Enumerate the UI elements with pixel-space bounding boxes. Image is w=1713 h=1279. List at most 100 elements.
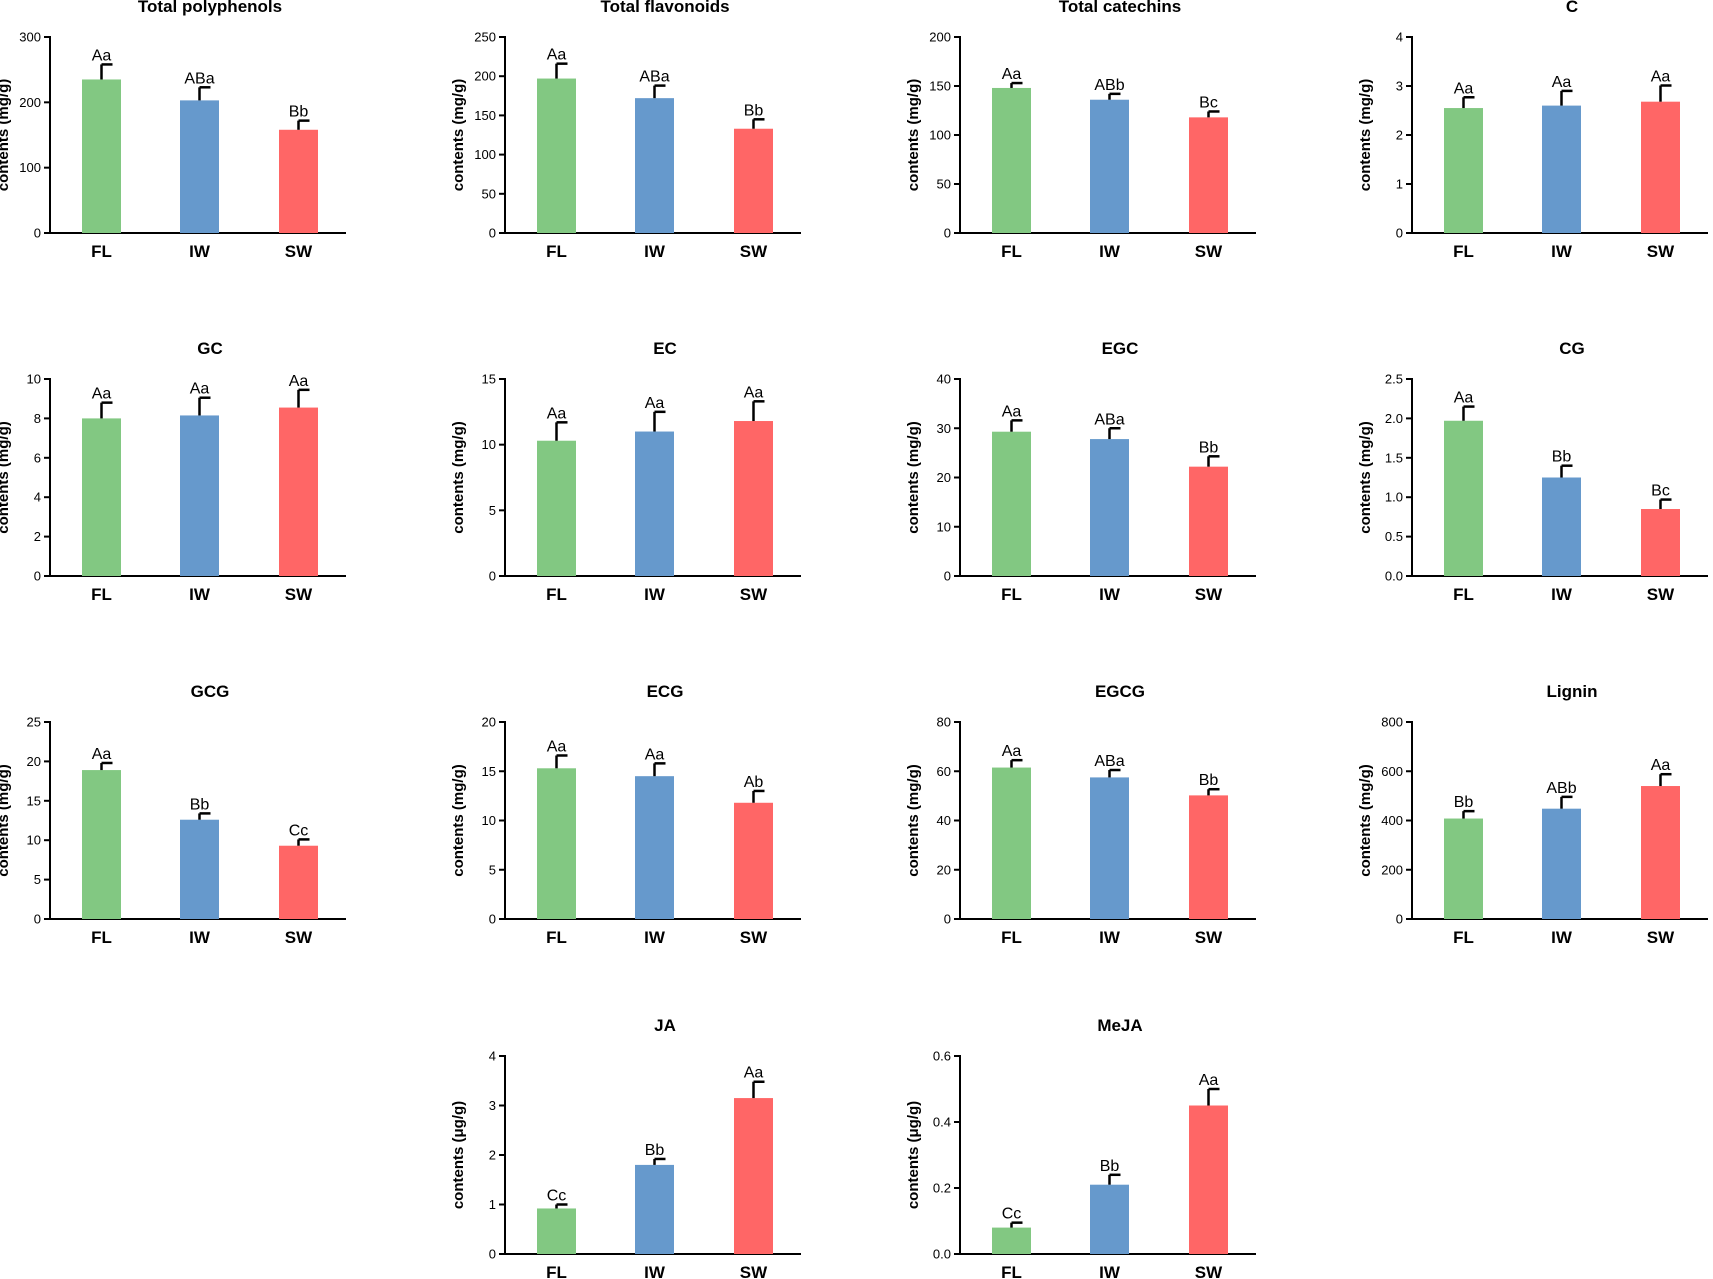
- y-tick-label: 40: [937, 813, 951, 828]
- bar-iw: [1542, 808, 1581, 919]
- y-tick-label: 800: [1381, 715, 1403, 730]
- significance-label: Aa: [744, 1065, 764, 1082]
- y-tick-label: 2: [34, 529, 41, 544]
- y-tick-label: 8: [34, 411, 41, 426]
- bar-sw: [279, 407, 318, 576]
- bar-sw: [734, 128, 773, 233]
- bar-fl: [1444, 420, 1483, 576]
- significance-label: Aa: [744, 384, 764, 401]
- bar-iw: [635, 1164, 674, 1254]
- x-tick-label: IW: [644, 585, 666, 604]
- significance-label: Aa: [645, 395, 665, 412]
- chart-title: JA: [654, 1016, 676, 1035]
- significance-label: Cc: [289, 822, 309, 839]
- chart-title: Total flavonoids: [600, 0, 729, 16]
- y-tick-label: 10: [27, 833, 41, 848]
- y-tick-label: 0: [944, 226, 951, 241]
- x-tick-label: FL: [1453, 928, 1474, 947]
- y-axis-label: contents (mg/g): [0, 764, 12, 877]
- x-tick-label: FL: [546, 1263, 567, 1279]
- x-tick-label: FL: [1001, 928, 1022, 947]
- y-tick-label: 400: [1381, 813, 1403, 828]
- bar-iw: [635, 98, 674, 233]
- x-tick-label: FL: [1453, 242, 1474, 261]
- bar-iw: [180, 415, 219, 576]
- bar-sw: [1189, 466, 1228, 576]
- x-tick-label: FL: [546, 585, 567, 604]
- y-tick-label: 0: [1396, 226, 1403, 241]
- bar-fl: [992, 87, 1031, 234]
- significance-label: ABb: [1094, 77, 1124, 94]
- bar-fl: [537, 768, 576, 919]
- y-tick-label: 0.5: [1385, 529, 1403, 544]
- chart-panel-ec: EC contents (mg/g) 0 5 10 15 Aa FL Aa IW Aa SW: [450, 339, 801, 604]
- chart-panel-ecg: ECG contents (mg/g) 0 5 10 15 20 Aa FL Aa IW Ab SW: [450, 682, 801, 947]
- significance-label: Bb: [1199, 772, 1219, 789]
- y-tick-label: 0: [489, 1247, 496, 1262]
- y-tick-label: 5: [489, 862, 496, 877]
- y-tick-label: 0.0: [1385, 569, 1403, 584]
- y-tick-label: 100: [19, 160, 41, 175]
- chart-title: MeJA: [1097, 1016, 1142, 1035]
- y-axis-label: contents (mg/g): [1357, 421, 1374, 534]
- x-tick-label: FL: [1453, 585, 1474, 604]
- chart-title: EGC: [1102, 339, 1139, 358]
- chart-panel-gcg: GCG contents (mg/g) 0 5 10 15 20 25 Aa FL Bb IW Cc SW: [0, 682, 346, 947]
- bar-iw: [1090, 99, 1129, 233]
- bar-fl: [82, 79, 121, 233]
- significance-label: ABa: [184, 70, 214, 87]
- x-tick-label: FL: [1001, 585, 1022, 604]
- chart-panel-total-polyphenols: Total polyphenols contents (mg/g) 0 100 200 3…: [0, 0, 346, 261]
- chart-title: ECG: [647, 682, 684, 701]
- x-tick-label: FL: [91, 242, 112, 261]
- bar-fl: [1444, 818, 1483, 919]
- y-tick-label: 0: [944, 912, 951, 927]
- significance-label: Aa: [1454, 80, 1474, 97]
- significance-label: Aa: [645, 746, 665, 763]
- significance-label: Aa: [1002, 743, 1022, 760]
- y-tick-label: 5: [489, 503, 496, 518]
- x-tick-label: SW: [285, 928, 313, 947]
- y-tick-label: 50: [482, 186, 496, 201]
- significance-label: ABa: [1094, 411, 1124, 428]
- y-tick-label: 0: [34, 912, 41, 927]
- bar-iw: [635, 776, 674, 919]
- y-tick-label: 2.0: [1385, 411, 1403, 426]
- x-tick-label: SW: [1195, 1263, 1223, 1279]
- significance-label: Bb: [744, 102, 764, 119]
- significance-label: Bb: [190, 796, 210, 813]
- x-tick-label: FL: [546, 928, 567, 947]
- bar-iw: [1542, 477, 1581, 576]
- y-tick-label: 4: [489, 1049, 496, 1064]
- bar-sw: [734, 421, 773, 576]
- bar-iw: [180, 819, 219, 919]
- y-tick-label: 25: [27, 715, 41, 730]
- significance-label: Bb: [1199, 439, 1219, 456]
- significance-label: Ab: [744, 774, 764, 791]
- y-tick-label: 200: [19, 95, 41, 110]
- chart-title: EC: [653, 339, 677, 358]
- y-tick-label: 15: [482, 372, 496, 387]
- bar-sw: [1641, 786, 1680, 919]
- significance-label: ABa: [1094, 753, 1124, 770]
- y-tick-label: 250: [474, 30, 496, 45]
- x-tick-label: IW: [1551, 585, 1573, 604]
- significance-label: Bc: [1199, 94, 1218, 111]
- y-tick-label: 2.5: [1385, 372, 1403, 387]
- chart-title: CG: [1559, 339, 1585, 358]
- significance-label: Aa: [547, 738, 567, 755]
- significance-label: Bb: [1454, 794, 1474, 811]
- y-tick-label: 0.0: [933, 1247, 951, 1262]
- significance-label: Aa: [1651, 69, 1671, 86]
- bar-fl: [992, 431, 1031, 576]
- significance-label: Aa: [1002, 66, 1022, 83]
- bar-fl: [992, 767, 1031, 919]
- significance-label: Bb: [1100, 1158, 1120, 1175]
- chart-title: Lignin: [1547, 682, 1598, 701]
- y-tick-label: 200: [1381, 862, 1403, 877]
- x-tick-label: SW: [1195, 928, 1223, 947]
- y-tick-label: 80: [937, 715, 951, 730]
- y-tick-label: 200: [474, 69, 496, 84]
- chart-panel-cg: CG contents (mg/g) 0.0 0.5 1.0 1.5 2.0 2.5 Aa FL B…: [1357, 339, 1708, 604]
- x-tick-label: SW: [740, 585, 768, 604]
